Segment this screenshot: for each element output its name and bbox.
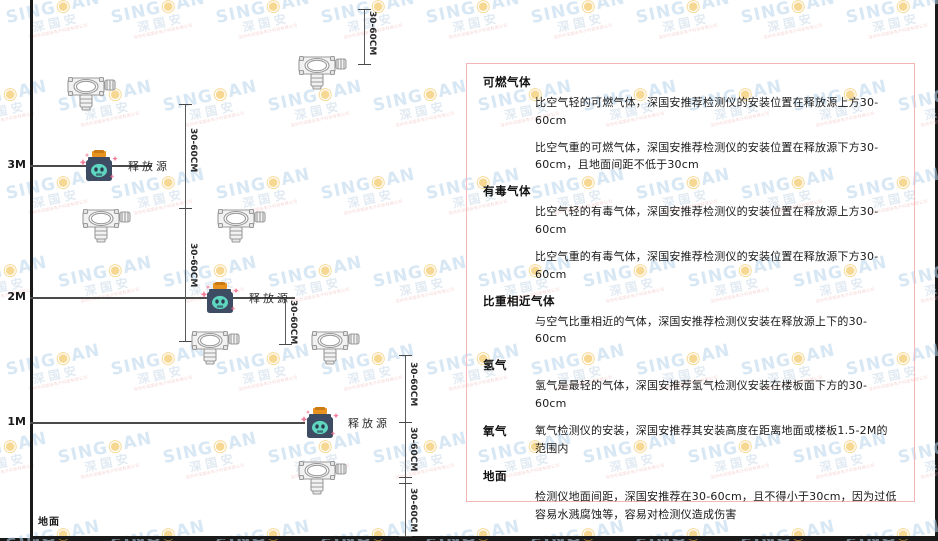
vertical-axis xyxy=(30,0,33,541)
source-label-1m: 释放源 xyxy=(348,417,390,430)
dimension-tick xyxy=(399,355,412,356)
guideline-section: 可燃气体 比空气轻的可燃气体，深国安推荐检测仪的安装位置在释放源上方30-60cm… xyxy=(483,74,898,174)
guideline-paragraph: 检测仪地面间距，深国安推荐在30-60cm，且不得小于30cm，因为过低容易水溅… xyxy=(535,490,897,522)
guideline-section-title: 氢气 xyxy=(483,358,507,373)
dimension-label-right-lower: 30-60CM xyxy=(408,488,418,533)
installation-height-diagram: 3M 2M 1M 地面 30-60CM 30-60CM 30-60CM 30-6… xyxy=(7,0,938,541)
ground-line xyxy=(30,536,938,539)
dimension-line-col1 xyxy=(185,104,186,341)
dimension-label-col2: 30-60CM xyxy=(288,300,298,345)
dimension-tick xyxy=(358,9,371,10)
guideline-section-title: 氧气 xyxy=(483,423,507,438)
dimension-tick xyxy=(179,208,192,209)
gas-detector-icon xyxy=(186,322,244,368)
axis-label-2m: 2M xyxy=(7,290,26,303)
dimension-tick xyxy=(399,477,412,478)
gas-detector-icon xyxy=(293,47,351,93)
dimension-tick xyxy=(399,483,412,484)
dimension-tick xyxy=(399,422,412,423)
guideline-paragraph: 比空气重的有毒气体，深国安推荐检测仪的安装位置在释放源下方30-60cm xyxy=(535,249,879,281)
gas-detector-icon xyxy=(77,200,135,246)
guideline-paragraph: 比空气轻的有毒气体，深国安推荐检测仪的安装位置在释放源上方30-60cm xyxy=(535,205,879,237)
guideline-section: 氧气 氧气检测仪的安装，深国安推荐其安装高度在距离地面或楼板1.5-2M的范围内 xyxy=(483,422,898,467)
guideline-paragraph: 氧气检测仪的安装，深国安推荐其安装高度在距离地面或楼板1.5-2M的范围内 xyxy=(535,423,888,455)
axis-label-3m: 3M xyxy=(7,158,26,171)
level-line-2m xyxy=(30,297,295,299)
guideline-section: 地面检测仪地面间距，深国安推荐在30-60cm，且不得小于30cm，因为过低容易… xyxy=(483,468,898,524)
source-label-3m: 释放源 xyxy=(128,160,170,173)
dimension-tick xyxy=(179,104,192,105)
dimension-tick xyxy=(279,344,292,345)
dimension-label-top: 30-60CM xyxy=(367,11,377,56)
dimension-tick xyxy=(358,64,371,65)
dimension-label-col1-upper: 30-60CM xyxy=(188,128,198,173)
guideline-section: 比重相近气体与空气比重相近的气体，深国安推荐检测仪安装在释放源上下的30-60c… xyxy=(483,293,898,349)
guideline-section: 有毒气体 比空气轻的有毒气体，深国安推荐检测仪的安装位置在释放源上方30-60cm… xyxy=(483,183,898,283)
dimension-label-col1-lower: 30-60CM xyxy=(188,243,198,288)
dimension-tick xyxy=(179,341,192,342)
guideline-paragraph: 比空气重的可燃气体，深国安推荐检测仪的安装位置在释放源下方30-60cm，且地面… xyxy=(535,140,879,172)
ground-label: 地面 xyxy=(38,517,60,528)
level-line-1m xyxy=(30,422,305,424)
installation-guidelines-panel: 可燃气体 比空气轻的可燃气体，深国安推荐检测仪的安装位置在释放源上方30-60cm… xyxy=(466,63,915,521)
gas-detector-icon xyxy=(62,68,120,114)
gas-detector-icon xyxy=(306,322,364,368)
guideline-paragraph: 与空气比重相近的气体，深国安推荐检测仪安装在释放源上下的30-60cm xyxy=(535,314,868,346)
dimension-line-col4 xyxy=(405,355,406,536)
gas-release-source-icon xyxy=(79,150,121,184)
gas-release-source-icon xyxy=(200,282,242,316)
dimension-tick xyxy=(279,297,292,298)
dimension-line-col2 xyxy=(285,297,286,344)
dimension-line-col3 xyxy=(364,9,365,64)
gas-detector-icon xyxy=(293,452,351,498)
dimension-label-right-upper: 30-60CM xyxy=(408,362,418,407)
guideline-section-title: 地面 xyxy=(483,469,507,484)
guideline-section-title: 可燃气体 xyxy=(483,75,531,89)
source-label-2m: 释放源 xyxy=(249,292,291,305)
dimension-label-right-middle: 30-60CM xyxy=(408,427,418,472)
guideline-section-title: 比重相近气体 xyxy=(483,293,555,308)
guideline-paragraph: 氢气是最轻的气体，深国安推荐氢气检测仪安装在楼板面下方的30-60cm xyxy=(535,379,868,410)
gas-release-source-icon xyxy=(300,407,342,441)
gas-detector-icon xyxy=(212,200,270,246)
axis-label-1m: 1M xyxy=(7,415,26,428)
guideline-section: 氢气氢气是最轻的气体，深国安推荐氢气检测仪安装在楼板面下方的30-60cm xyxy=(483,357,898,413)
dimension-tick xyxy=(399,536,412,537)
guideline-section-title: 有毒气体 xyxy=(483,184,531,199)
guideline-paragraph: 比空气轻的可燃气体，深国安推荐检测仪的安装位置在释放源上方30-60cm xyxy=(535,96,879,127)
